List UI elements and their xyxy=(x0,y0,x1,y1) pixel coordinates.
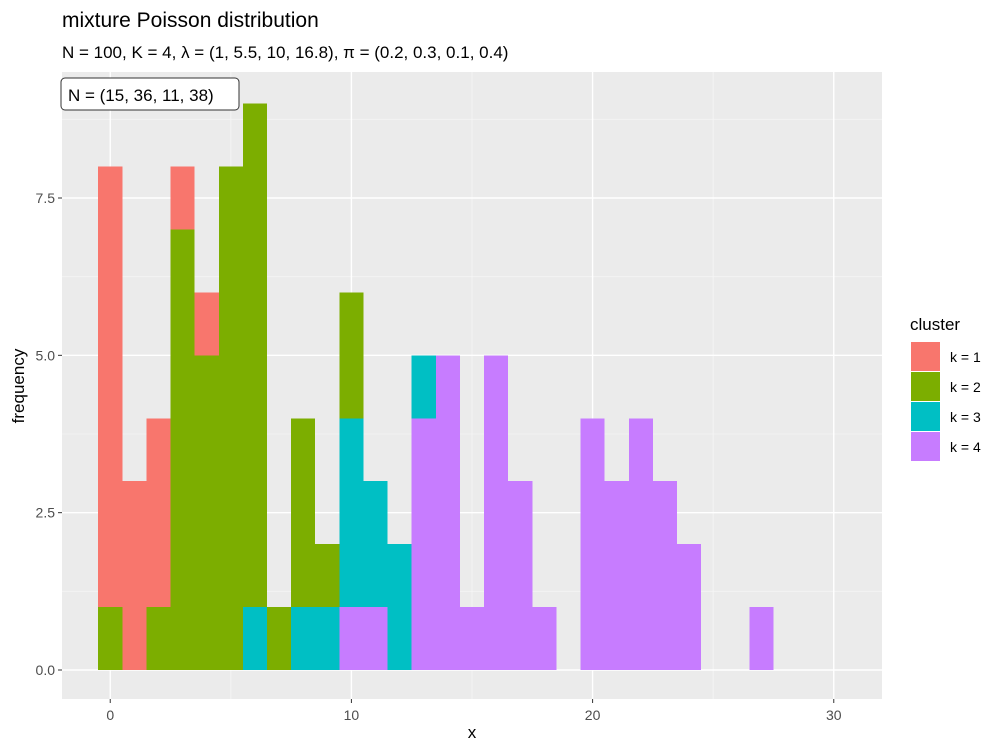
bar-k4-x11 xyxy=(363,607,388,670)
bar-k4-x13 xyxy=(411,418,436,670)
x-axis-label: x xyxy=(468,723,477,742)
x-tick-label: 30 xyxy=(826,707,842,723)
bar-k4-x23 xyxy=(652,481,677,670)
legend-label-4: k = 4 xyxy=(950,439,981,455)
legend-key-2 xyxy=(911,372,940,401)
bar-k4-x20 xyxy=(580,418,605,670)
bar-k4-x15 xyxy=(459,607,485,670)
bar-k2-x0 xyxy=(98,607,123,670)
bar-k2-x4 xyxy=(194,355,219,670)
annotation-box xyxy=(60,77,240,111)
bar-k2-x5 xyxy=(218,166,243,671)
bar-k2-x2 xyxy=(146,607,171,670)
bar-k4-x27 xyxy=(749,607,774,670)
bar-k2-x3 xyxy=(170,229,195,670)
bar-k2-x6 xyxy=(242,103,267,608)
count-annotation: N = (15, 36, 11, 38) xyxy=(60,77,240,111)
y-tick-label: 0.0 xyxy=(36,662,56,678)
x-tick-label: 0 xyxy=(106,707,114,723)
y-tick-label: 7.5 xyxy=(36,190,56,206)
bar-k4-x17 xyxy=(508,481,533,670)
x-tick-label: 10 xyxy=(344,707,360,723)
bar-k2-x10 xyxy=(339,292,364,419)
bar-k4-x22 xyxy=(628,418,653,670)
bar-k4-x18 xyxy=(532,607,557,670)
y-axis: 0.0 2.5 5.0 7.5 xyxy=(36,190,62,678)
bar-k1-x3 xyxy=(170,166,195,230)
bar-k3-x12 xyxy=(387,544,412,670)
bar-k1-x4 xyxy=(194,292,219,356)
bar-k2-x8 xyxy=(291,418,316,608)
y-tick-label: 2.5 xyxy=(36,505,56,521)
bar-k4-x14 xyxy=(435,355,460,670)
bar-k1-x1 xyxy=(122,481,147,670)
bar-k3-x9 xyxy=(315,607,340,670)
x-axis: 0 10 20 30 xyxy=(106,699,842,723)
y-tick-label: 5.0 xyxy=(36,347,56,363)
legend-label-1: k = 1 xyxy=(950,349,981,365)
legend-title: cluster xyxy=(910,315,960,334)
bar-k3-x10 xyxy=(339,418,364,608)
bar-k4-x16 xyxy=(484,355,509,670)
bar-k3-x6 xyxy=(242,607,267,670)
bar-k2-x7 xyxy=(267,607,292,670)
chart-subtitle: N = 100, K = 4, λ = (1, 5.5, 10, 16.8), … xyxy=(62,43,508,62)
bar-k3-x8 xyxy=(291,607,316,670)
bar-k4-x10 xyxy=(339,607,364,670)
bar-k3-x11 xyxy=(363,481,388,608)
legend-key-4 xyxy=(911,432,940,461)
bar-k3-x13 xyxy=(411,355,436,419)
x-tick-label: 20 xyxy=(585,707,601,723)
chart-title: mixture Poisson distribution xyxy=(62,9,319,32)
legend: cluster k = 1 k = 2 k = 3 k = 4 xyxy=(910,315,981,461)
legend-key-1 xyxy=(911,342,940,371)
annotation-text: N = (15, 36, 11, 38) xyxy=(68,86,214,105)
bar-k1-x2 xyxy=(146,418,171,608)
legend-label-2: k = 2 xyxy=(950,379,981,395)
bars xyxy=(98,103,774,671)
legend-key-3 xyxy=(911,402,940,431)
bar-k1-x0 xyxy=(98,166,123,608)
y-axis-label: frequency xyxy=(9,348,28,423)
bar-k4-x21 xyxy=(604,481,629,670)
bar-k2-x9 xyxy=(315,544,340,608)
bar-k4-x24 xyxy=(677,544,702,670)
legend-label-3: k = 3 xyxy=(950,409,981,425)
